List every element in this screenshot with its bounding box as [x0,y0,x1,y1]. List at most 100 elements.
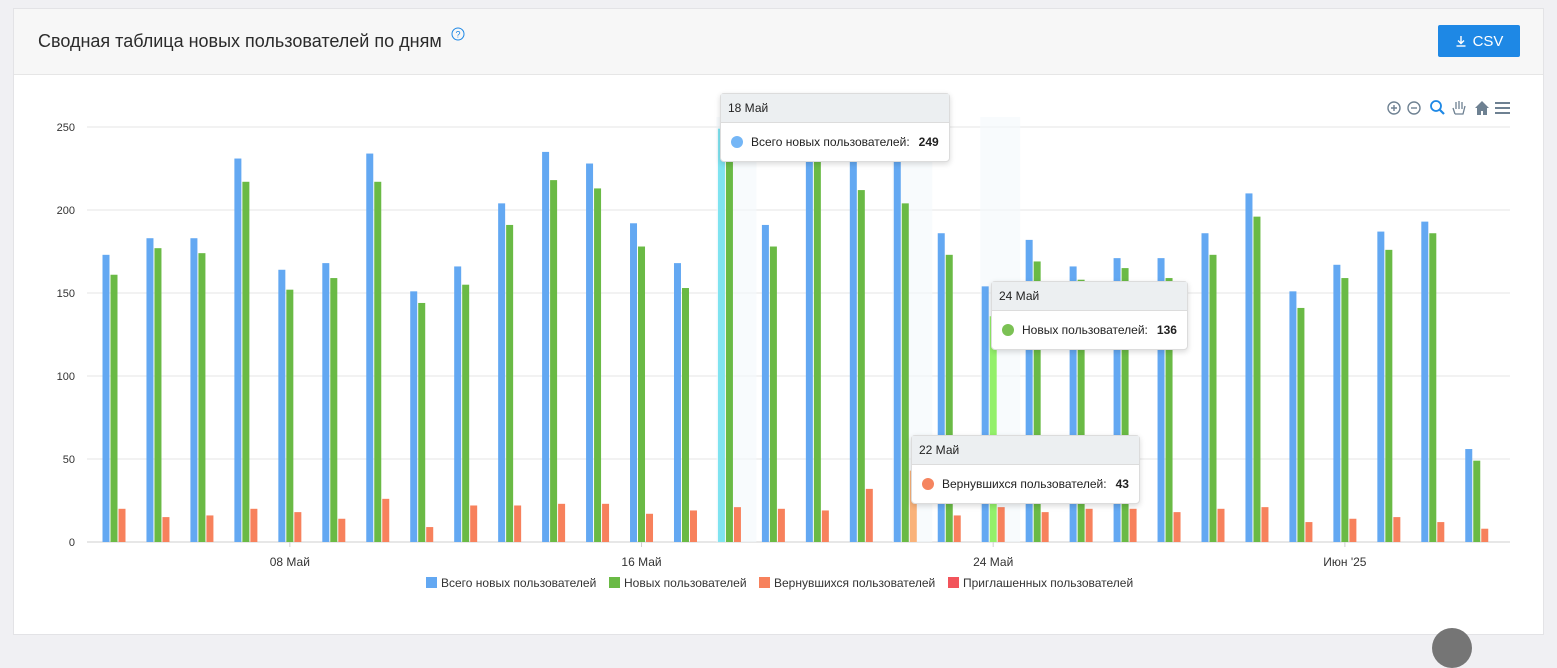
bar-Вернувшихся пользователей[interactable] [338,518,346,542]
bar-Вернувшихся пользователей[interactable] [777,508,785,542]
bar-Всего новых пользователей[interactable] [1157,258,1165,542]
bar-Вернувшихся пользователей[interactable] [206,515,214,542]
bar-Вернувшихся пользователей[interactable] [426,527,434,542]
zoom-selection-icon[interactable] [1430,100,1445,115]
bar-Всего новых пользователей[interactable] [322,263,330,542]
bar-Вернувшихся пользователей[interactable] [602,503,610,542]
bar-Вернувшихся пользователей[interactable] [382,498,390,542]
bar-Всего новых пользователей[interactable] [1289,291,1297,542]
bar-Всего новых пользователей[interactable] [981,286,989,542]
bar-Новых пользователей[interactable] [638,246,646,542]
zoom-in-icon[interactable] [1387,101,1401,115]
bar-Всего новых пользователей[interactable] [1421,221,1429,542]
bar-Новых пользователей[interactable] [1077,279,1085,542]
bar-Вернувшихся пользователей[interactable] [733,507,741,542]
bar-Вернувшихся пользователей[interactable] [1129,508,1137,542]
legend-marker[interactable] [948,577,959,588]
bar-Новых пользователей[interactable] [594,188,602,543]
bar-Вернувшихся пользователей[interactable] [953,515,961,542]
bar-Всего новых пользователей[interactable] [1377,231,1385,542]
bar-Новых пользователей[interactable] [374,181,382,542]
bar-Вернувшихся пользователей[interactable] [646,513,654,542]
bar-Новых пользователей[interactable] [1297,307,1305,542]
bar-Новых пользователей[interactable] [198,253,206,542]
bar-Вернувшихся пользователей[interactable] [558,503,566,542]
bar-Вернувшихся пользователей[interactable] [1305,522,1313,542]
legend-item[interactable]: Всего новых пользователей [441,576,596,590]
bar-Вернувшихся пользователей[interactable] [470,505,478,542]
bar-Всего новых пользователей[interactable] [498,203,506,543]
legend-marker[interactable] [609,577,620,588]
bar-Новых пользователей[interactable] [945,254,953,542]
bar-Новых пользователей[interactable] [1341,278,1349,542]
zoom-out-icon[interactable] [1407,101,1421,115]
bar-Новых пользователей[interactable] [418,302,426,542]
bar-Всего новых пользователей[interactable] [937,233,945,543]
bar-Всего новых пользователей[interactable] [586,163,594,542]
bar-Новых пользователей[interactable] [813,150,821,543]
bar-Новых пользователей[interactable] [330,278,338,542]
bar-Вернувшихся пользователей[interactable] [1437,522,1445,542]
bar-Вернувшихся пользователей[interactable] [514,505,522,542]
bar-Новых пользователей[interactable] [1209,254,1217,542]
bar-Вернувшихся пользователей[interactable] [865,488,873,542]
bar-Новых пользователей[interactable] [725,151,733,542]
bar-Всего новых пользователей[interactable] [234,158,242,543]
legend-marker[interactable] [759,577,770,588]
bar-Всего новых пользователей[interactable] [278,269,286,542]
bar-Всего новых пользователей[interactable] [190,238,198,542]
bar-Всего новых пользователей[interactable] [805,135,813,543]
bar-Новых пользователей[interactable] [550,180,558,542]
bar-Новых пользователей[interactable] [242,181,250,542]
bar-Всего новых пользователей[interactable] [893,138,901,542]
bar-Вернувшихся пользователей[interactable] [997,507,1005,542]
csv-download-button[interactable]: CSV [1438,25,1520,57]
bar-Новых пользователей[interactable] [1429,233,1437,543]
bar-Всего новых пользователей[interactable] [673,263,681,542]
bar-Новых пользователей[interactable] [1121,268,1129,542]
bar-Вернувшихся пользователей[interactable] [162,517,170,542]
bar-Всего новых пользователей[interactable] [630,223,638,542]
bar-Новых пользователей[interactable] [1033,261,1041,542]
bar-Всего новых пользователей[interactable] [1333,264,1341,542]
bar-Новых пользователей[interactable] [154,248,162,542]
bar-Всего новых пользователей[interactable] [1069,266,1077,542]
bar-Вернувшихся пользователей[interactable] [294,512,302,542]
bar-Всего новых пользователей[interactable] [542,151,550,542]
bar-Вернувшихся пользователей[interactable] [1173,512,1181,542]
help-icon[interactable]: ? [451,27,465,41]
bar-Всего новых пользователей[interactable] [1025,239,1033,542]
bar-Всего новых пользователей[interactable] [1245,193,1253,542]
bar-Новых пользователей[interactable] [857,190,865,542]
bar-Вернувшихся пользователей[interactable] [1085,508,1093,542]
bar-Вернувшихся пользователей[interactable] [1349,518,1357,542]
bar-Всего новых пользователей[interactable] [366,153,374,542]
bar-Вернувшихся пользователей[interactable] [909,470,917,542]
bar-Вернувшихся пользователей[interactable] [1261,507,1269,542]
bar-Новых пользователей[interactable] [1253,216,1261,542]
bar-Всего новых пользователей[interactable] [410,291,418,542]
bar-Всего новых пользователей[interactable] [1465,449,1473,542]
bar-Новых пользователей[interactable] [286,289,294,542]
bar-Новых пользователей[interactable] [110,274,118,542]
bar-Вернувшихся пользователей[interactable] [689,510,697,542]
bar-Вернувшихся пользователей[interactable] [118,508,126,542]
legend-item[interactable]: Приглашенных пользователей [963,576,1133,590]
bar-Вернувшихся пользователей[interactable] [1393,517,1401,542]
home-icon[interactable] [1475,101,1489,115]
bar-Вернувшихся пользователей[interactable] [1481,528,1489,542]
bar-Новых пользователей[interactable] [462,284,470,542]
legend-item[interactable]: Вернувшихся пользователей [774,576,935,590]
pan-icon[interactable] [1452,101,1466,115]
scroll-to-top-button[interactable] [1432,628,1472,668]
bar-Всего новых пользователей[interactable] [849,138,857,542]
bar-Вернувшихся пользователей[interactable] [821,510,829,542]
bar-Вернувшихся пользователей[interactable] [1217,508,1225,542]
legend-item[interactable]: Новых пользователей [624,576,747,590]
bar-Всего новых пользователей[interactable] [1113,258,1121,542]
bar-Всего новых пользователей[interactable] [454,266,462,542]
bar-Новых пользователей[interactable] [681,288,689,542]
bar-Вернувшихся пользователей[interactable] [250,508,258,542]
bar-Новых пользователей[interactable] [506,224,514,542]
bar-Всего новых пользователей[interactable] [761,224,769,542]
